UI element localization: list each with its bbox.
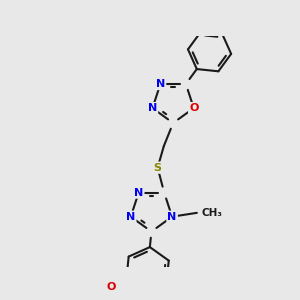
Text: N: N	[167, 212, 177, 222]
Text: N: N	[148, 103, 157, 113]
Text: N: N	[126, 212, 135, 222]
Text: N: N	[156, 79, 165, 89]
Text: S: S	[154, 163, 162, 173]
Text: CH₃: CH₃	[202, 208, 223, 218]
Text: N: N	[134, 188, 143, 198]
Text: O: O	[189, 103, 199, 113]
Text: O: O	[106, 282, 116, 292]
